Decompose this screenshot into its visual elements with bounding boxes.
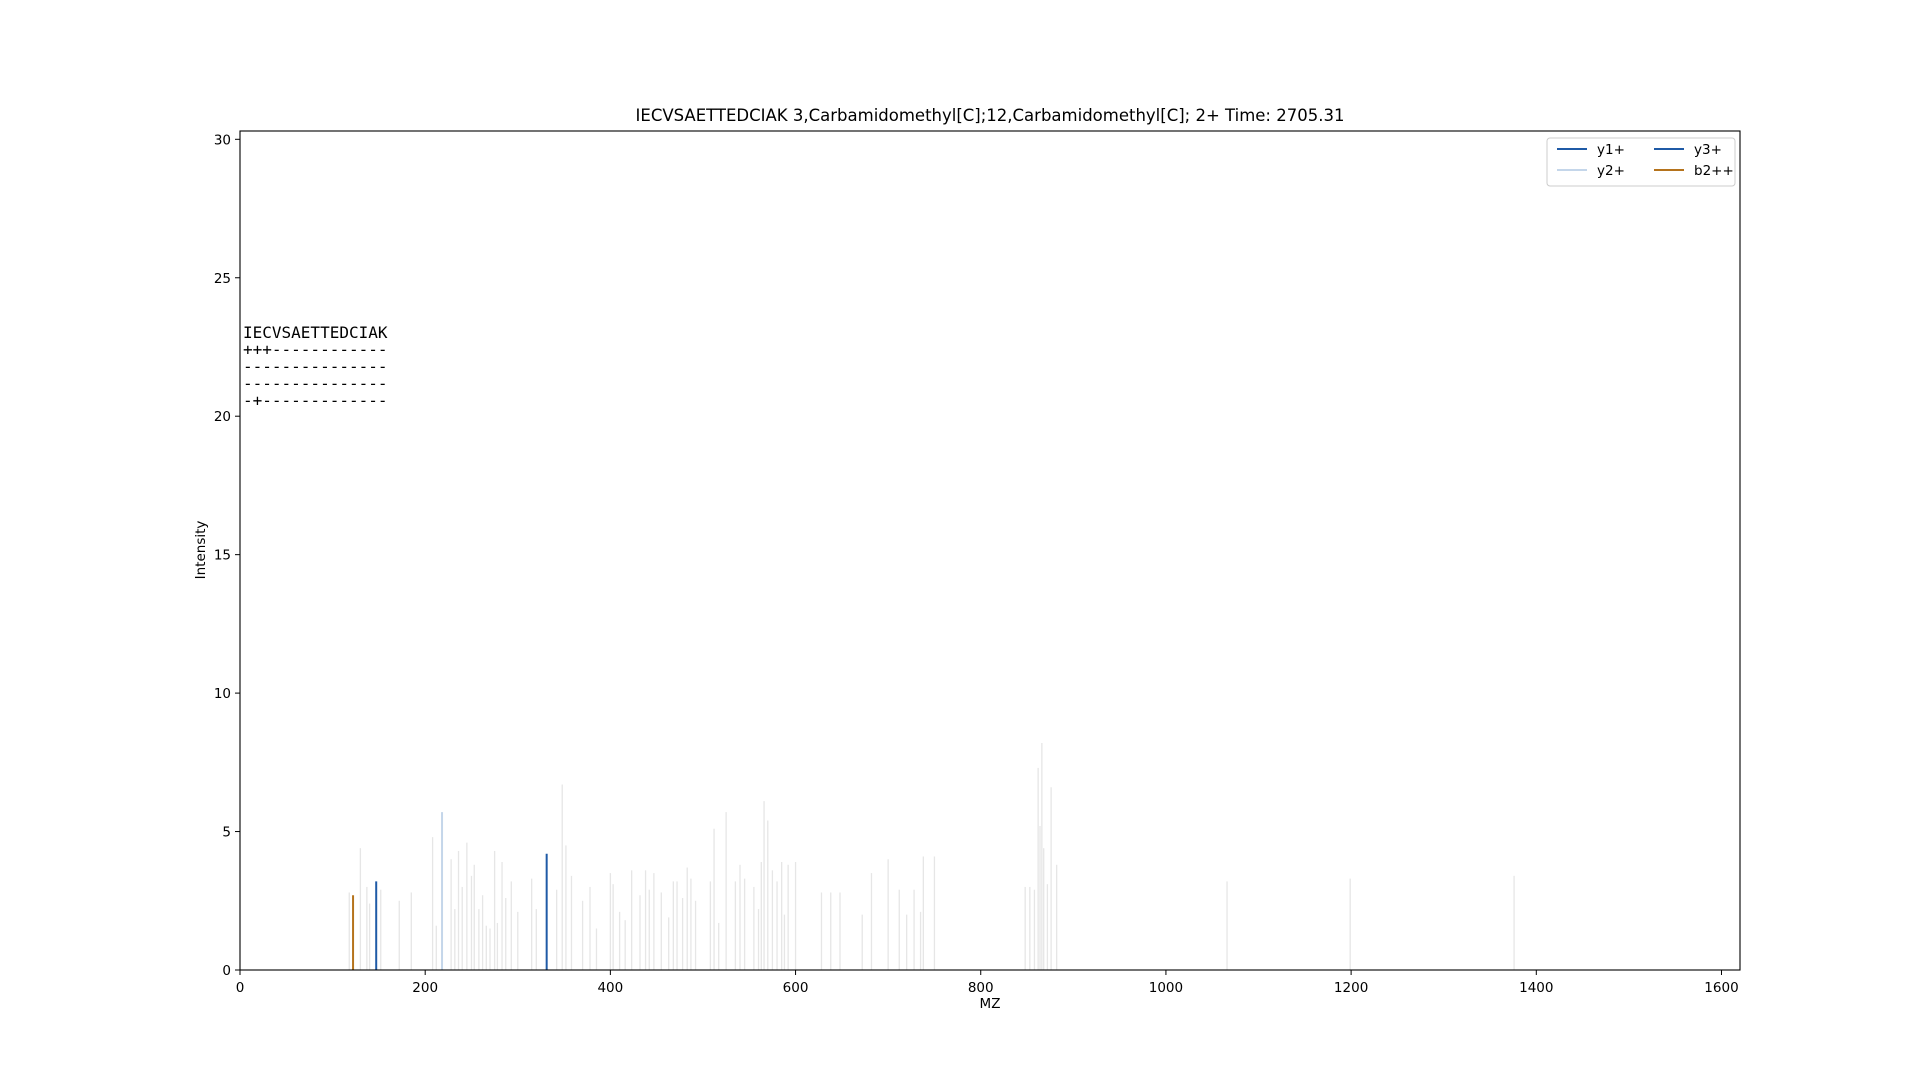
x-tick-label: 1000 [1149, 980, 1183, 996]
plot-border [239, 130, 1741, 971]
y-tick-label: 20 [214, 409, 231, 425]
x-tick-label: 200 [412, 980, 438, 996]
x-tick-label: 1600 [1704, 980, 1738, 996]
y-tick-label: 30 [214, 132, 231, 148]
ion-coverage-line: --------------- [243, 357, 388, 376]
x-tick-label: 0 [236, 980, 245, 996]
sequence-annotation: IECVSAETTEDCIAK +++------------ --------… [243, 323, 388, 410]
ion-coverage-line: -+------------- [243, 391, 388, 410]
y-tick-label: 5 [222, 825, 231, 841]
y-tick-label: 25 [214, 271, 231, 287]
ion-coverage-line: +++------------ [243, 340, 388, 359]
legend-box [1546, 137, 1736, 187]
annotated-peaks [352, 812, 548, 970]
y-axis: 0 5 10 15 20 25 30 [214, 132, 240, 979]
x-tick-label: 1400 [1519, 980, 1553, 996]
legend-label: y3+ [1694, 142, 1722, 158]
x-axis-label: MZ [980, 996, 1001, 1012]
x-tick-label: 600 [783, 980, 809, 996]
legend: y1+ y2+ y3+ b2++ [1546, 137, 1736, 187]
x-tick-label: 400 [597, 980, 623, 996]
y-tick-label: 15 [214, 548, 231, 564]
legend-label: y1+ [1597, 142, 1625, 158]
background-peaks [348, 742, 1515, 970]
y-axis-label: Intensity [193, 521, 209, 580]
y-tick-label: 0 [222, 963, 231, 979]
plot-area [239, 130, 1741, 971]
x-axis: 0 200 400 600 800 1000 1200 1400 1600 [236, 970, 1739, 996]
x-tick-label: 800 [968, 980, 994, 996]
x-tick-label: 1200 [1334, 980, 1368, 996]
chart-title: IECVSAETTEDCIAK 3,Carbamidomethyl[C];12,… [636, 106, 1345, 125]
plot-frame [240, 131, 1740, 970]
legend-label: y2+ [1597, 163, 1625, 179]
y-tick-label: 10 [214, 686, 231, 702]
ion-coverage-line: --------------- [243, 374, 388, 393]
legend-label: b2++ [1694, 163, 1734, 179]
sequence-text: IECVSAETTEDCIAK [243, 323, 388, 342]
